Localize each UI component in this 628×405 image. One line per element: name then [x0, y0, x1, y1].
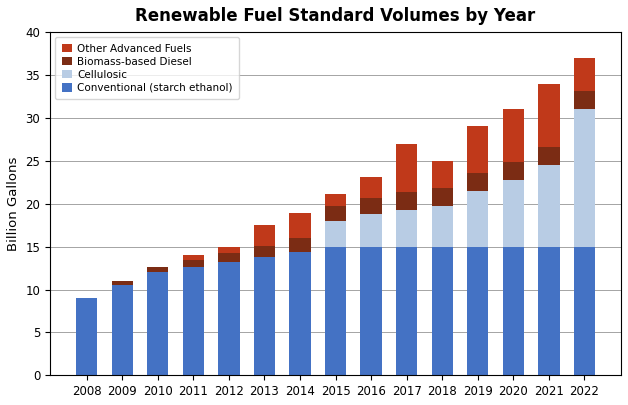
- Bar: [360, 177, 382, 198]
- Bar: [467, 247, 489, 375]
- Bar: [325, 194, 346, 206]
- Bar: [502, 180, 524, 247]
- Bar: [431, 161, 453, 188]
- Bar: [502, 109, 524, 162]
- Y-axis label: Billion Gallons: Billion Gallons: [7, 156, 20, 251]
- Bar: [574, 247, 595, 375]
- Bar: [112, 285, 133, 375]
- Bar: [76, 298, 97, 375]
- Bar: [538, 247, 560, 375]
- Bar: [147, 267, 168, 272]
- Bar: [574, 58, 595, 91]
- Bar: [183, 255, 204, 260]
- Bar: [325, 221, 346, 247]
- Bar: [254, 246, 275, 257]
- Bar: [396, 144, 418, 192]
- Bar: [502, 247, 524, 375]
- Bar: [325, 247, 346, 375]
- Bar: [290, 213, 311, 238]
- Bar: [360, 247, 382, 375]
- Bar: [360, 214, 382, 247]
- Title: Renewable Fuel Standard Volumes by Year: Renewable Fuel Standard Volumes by Year: [136, 7, 536, 25]
- Bar: [431, 188, 453, 206]
- Bar: [183, 267, 204, 375]
- Bar: [254, 225, 275, 246]
- Bar: [112, 281, 133, 285]
- Bar: [467, 191, 489, 247]
- Bar: [290, 238, 311, 252]
- Bar: [183, 260, 204, 267]
- Bar: [538, 83, 560, 147]
- Bar: [502, 162, 524, 180]
- Bar: [396, 192, 418, 210]
- Bar: [467, 173, 489, 191]
- Bar: [254, 257, 275, 375]
- Bar: [219, 262, 240, 375]
- Bar: [538, 165, 560, 247]
- Bar: [396, 247, 418, 375]
- Bar: [467, 126, 489, 173]
- Bar: [219, 254, 240, 262]
- Bar: [574, 91, 595, 109]
- Legend: Other Advanced Fuels, Biomass-based Diesel, Cellulosic, Conventional (starch eth: Other Advanced Fuels, Biomass-based Dies…: [55, 37, 239, 99]
- Bar: [219, 247, 240, 254]
- Bar: [431, 247, 453, 375]
- Bar: [538, 147, 560, 165]
- Bar: [290, 252, 311, 375]
- Bar: [360, 198, 382, 214]
- Bar: [147, 272, 168, 375]
- Bar: [325, 206, 346, 221]
- Bar: [574, 109, 595, 247]
- Bar: [431, 206, 453, 247]
- Bar: [396, 210, 418, 247]
